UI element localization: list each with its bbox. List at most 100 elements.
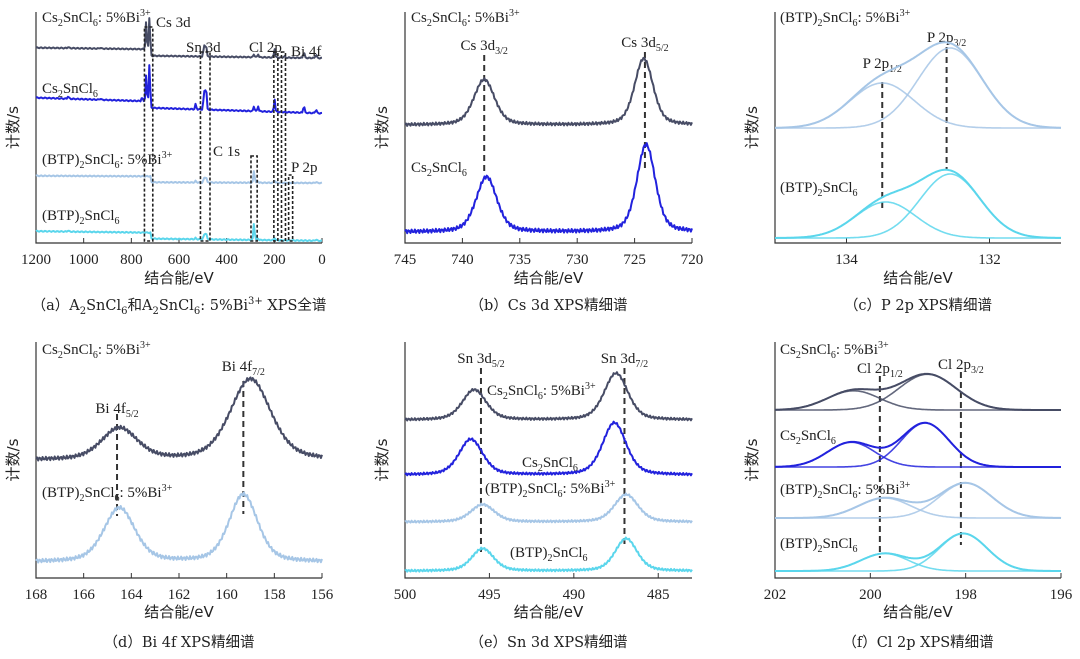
label-span: 6 [538, 391, 543, 402]
series-label: (BTP)2SnCl6: 5%Bi3+ [42, 150, 173, 171]
label-span: 2 [58, 89, 63, 100]
y-axis-label: 计数/s [743, 438, 761, 481]
label-span: 2 [503, 391, 508, 402]
label-span: 2 [818, 544, 823, 555]
series-line [404, 56, 693, 127]
series-line [35, 223, 323, 243]
x-tick-label: 196 [1050, 587, 1073, 603]
x-tick-label: 202 [764, 587, 787, 603]
fit-component-line [775, 497, 1061, 519]
x-axis-label: 结合能/eV [144, 603, 214, 621]
label-span: (BTP) [42, 208, 80, 224]
peak-label: Bi 4f5/2 [95, 401, 138, 420]
label-span: XPS全谱 [263, 296, 327, 314]
label-span: 6 [115, 160, 120, 171]
label-span: : 5%Bi [120, 152, 162, 168]
label-span: SnCl [823, 180, 853, 196]
label-span: 6 [831, 436, 836, 447]
label-span: 3+ [162, 483, 173, 494]
region-label: P 2p [291, 160, 318, 176]
x-tick-label: 132 [978, 252, 1001, 268]
x-tick-label: 800 [120, 252, 143, 268]
region-box [280, 51, 287, 242]
fit-component-line [775, 390, 1061, 411]
y-axis-label: 计数/s [4, 438, 22, 481]
x-tick-label: 745 [394, 252, 417, 268]
x-tick-label: 158 [263, 587, 286, 603]
series-label: Cs2SnCl6: 5%Bi3+ [42, 340, 151, 361]
x-tick-label: 156 [311, 587, 334, 603]
x-tick-label: 164 [120, 587, 143, 603]
x-axis-label: 结合能/eV [883, 603, 953, 621]
region-box [273, 51, 279, 242]
peak-label: Cs 3d5/2 [621, 35, 668, 54]
x-tick-label: 160 [215, 587, 238, 603]
y-axis-label: 计数/s [743, 106, 761, 149]
label-span: : 5%Bi [200, 298, 248, 314]
label-span: 6 [558, 489, 563, 500]
label-span: Cs [522, 455, 538, 471]
peak-label: Cs 3d3/2 [461, 38, 508, 57]
label-span: Bi 4f [95, 401, 125, 417]
label-span: 5/2 [126, 409, 139, 420]
series-label: (BTP)2SnCl6: 5%Bi3+ [780, 480, 911, 501]
panel-e: 500 495 490 485 结合能/eV 计数/s （e）Sn 3d XPS精细谱 Sn … [373, 342, 693, 651]
fit-component-line [775, 173, 1061, 239]
x-tick-label: 134 [835, 252, 858, 268]
x-tick-label: 200 [859, 587, 882, 603]
label-span: SnCl [823, 482, 853, 498]
label-span: 3+ [140, 8, 151, 19]
label-span: (BTP) [485, 481, 523, 497]
label-span: 6 [93, 350, 98, 361]
fit-component-line [775, 532, 1061, 572]
label-span: (BTP) [42, 152, 80, 168]
x-axis-label: 结合能/eV [514, 603, 584, 621]
label-span: 7/2 [252, 367, 265, 378]
axis-lines [774, 12, 1061, 244]
label-span: 3+ [900, 480, 911, 491]
label-span: Cs [411, 160, 427, 176]
panel-caption: （a）A2SnCl6和A2SnCl6: 5%Bi3+ XPS全谱 [32, 296, 327, 317]
label-span: 3+ [585, 381, 596, 392]
series-line [35, 170, 323, 185]
series-line [404, 536, 693, 573]
label-span: (BTP) [780, 180, 818, 196]
label-span: SnCl [63, 10, 93, 26]
series-line [775, 372, 1061, 411]
series-label: Cs2SnCl6 [411, 160, 467, 179]
series-label: Cs2SnCl6: 5%Bi3+ [487, 381, 596, 402]
region-label: Cs 3d [156, 15, 191, 31]
series-line [35, 17, 323, 60]
peak-label: Sn 3d5/2 [457, 351, 504, 370]
label-span: : 5%Bi [543, 383, 585, 399]
x-tick-label: 168 [25, 587, 48, 603]
label-span: SnCl [823, 10, 853, 26]
label-span: Cs [487, 383, 503, 399]
label-span: 6 [853, 18, 858, 29]
label-span: SnCl [432, 10, 462, 26]
label-span: : 5%Bi [98, 10, 140, 26]
label-span: Cs [780, 428, 796, 444]
label-span: SnCl [63, 342, 93, 358]
label-span: 2 [427, 168, 432, 179]
x-tick-label: 0 [318, 252, 326, 268]
y-axis-label: 计数/s [373, 438, 391, 481]
panel-caption: （e）Sn 3d XPS精细谱 [469, 634, 627, 651]
fit-component-line [774, 441, 1061, 468]
x-tick-label: 495 [478, 587, 501, 603]
x-axis-label: 结合能/eV [144, 269, 214, 287]
label-span: （c）P 2p XPS精细谱 [844, 297, 992, 314]
fit-component-line [775, 201, 1061, 239]
panel-caption: （b）Cs 3d XPS精细谱 [469, 297, 627, 314]
label-span: 5/2 [656, 43, 669, 54]
x-tick-label: 1200 [21, 252, 51, 268]
label-span: 3+ [900, 8, 911, 19]
label-span: 2 [80, 493, 85, 504]
label-span: 3/2 [495, 46, 508, 57]
label-span: （d）Bi 4f XPS精细谱 [104, 634, 255, 651]
series-line [404, 492, 693, 524]
series-label: (BTP)2SnCl6 [780, 536, 858, 555]
label-span: 和A [127, 297, 152, 314]
region-box [287, 174, 294, 242]
label-span: SnCl [85, 485, 115, 501]
